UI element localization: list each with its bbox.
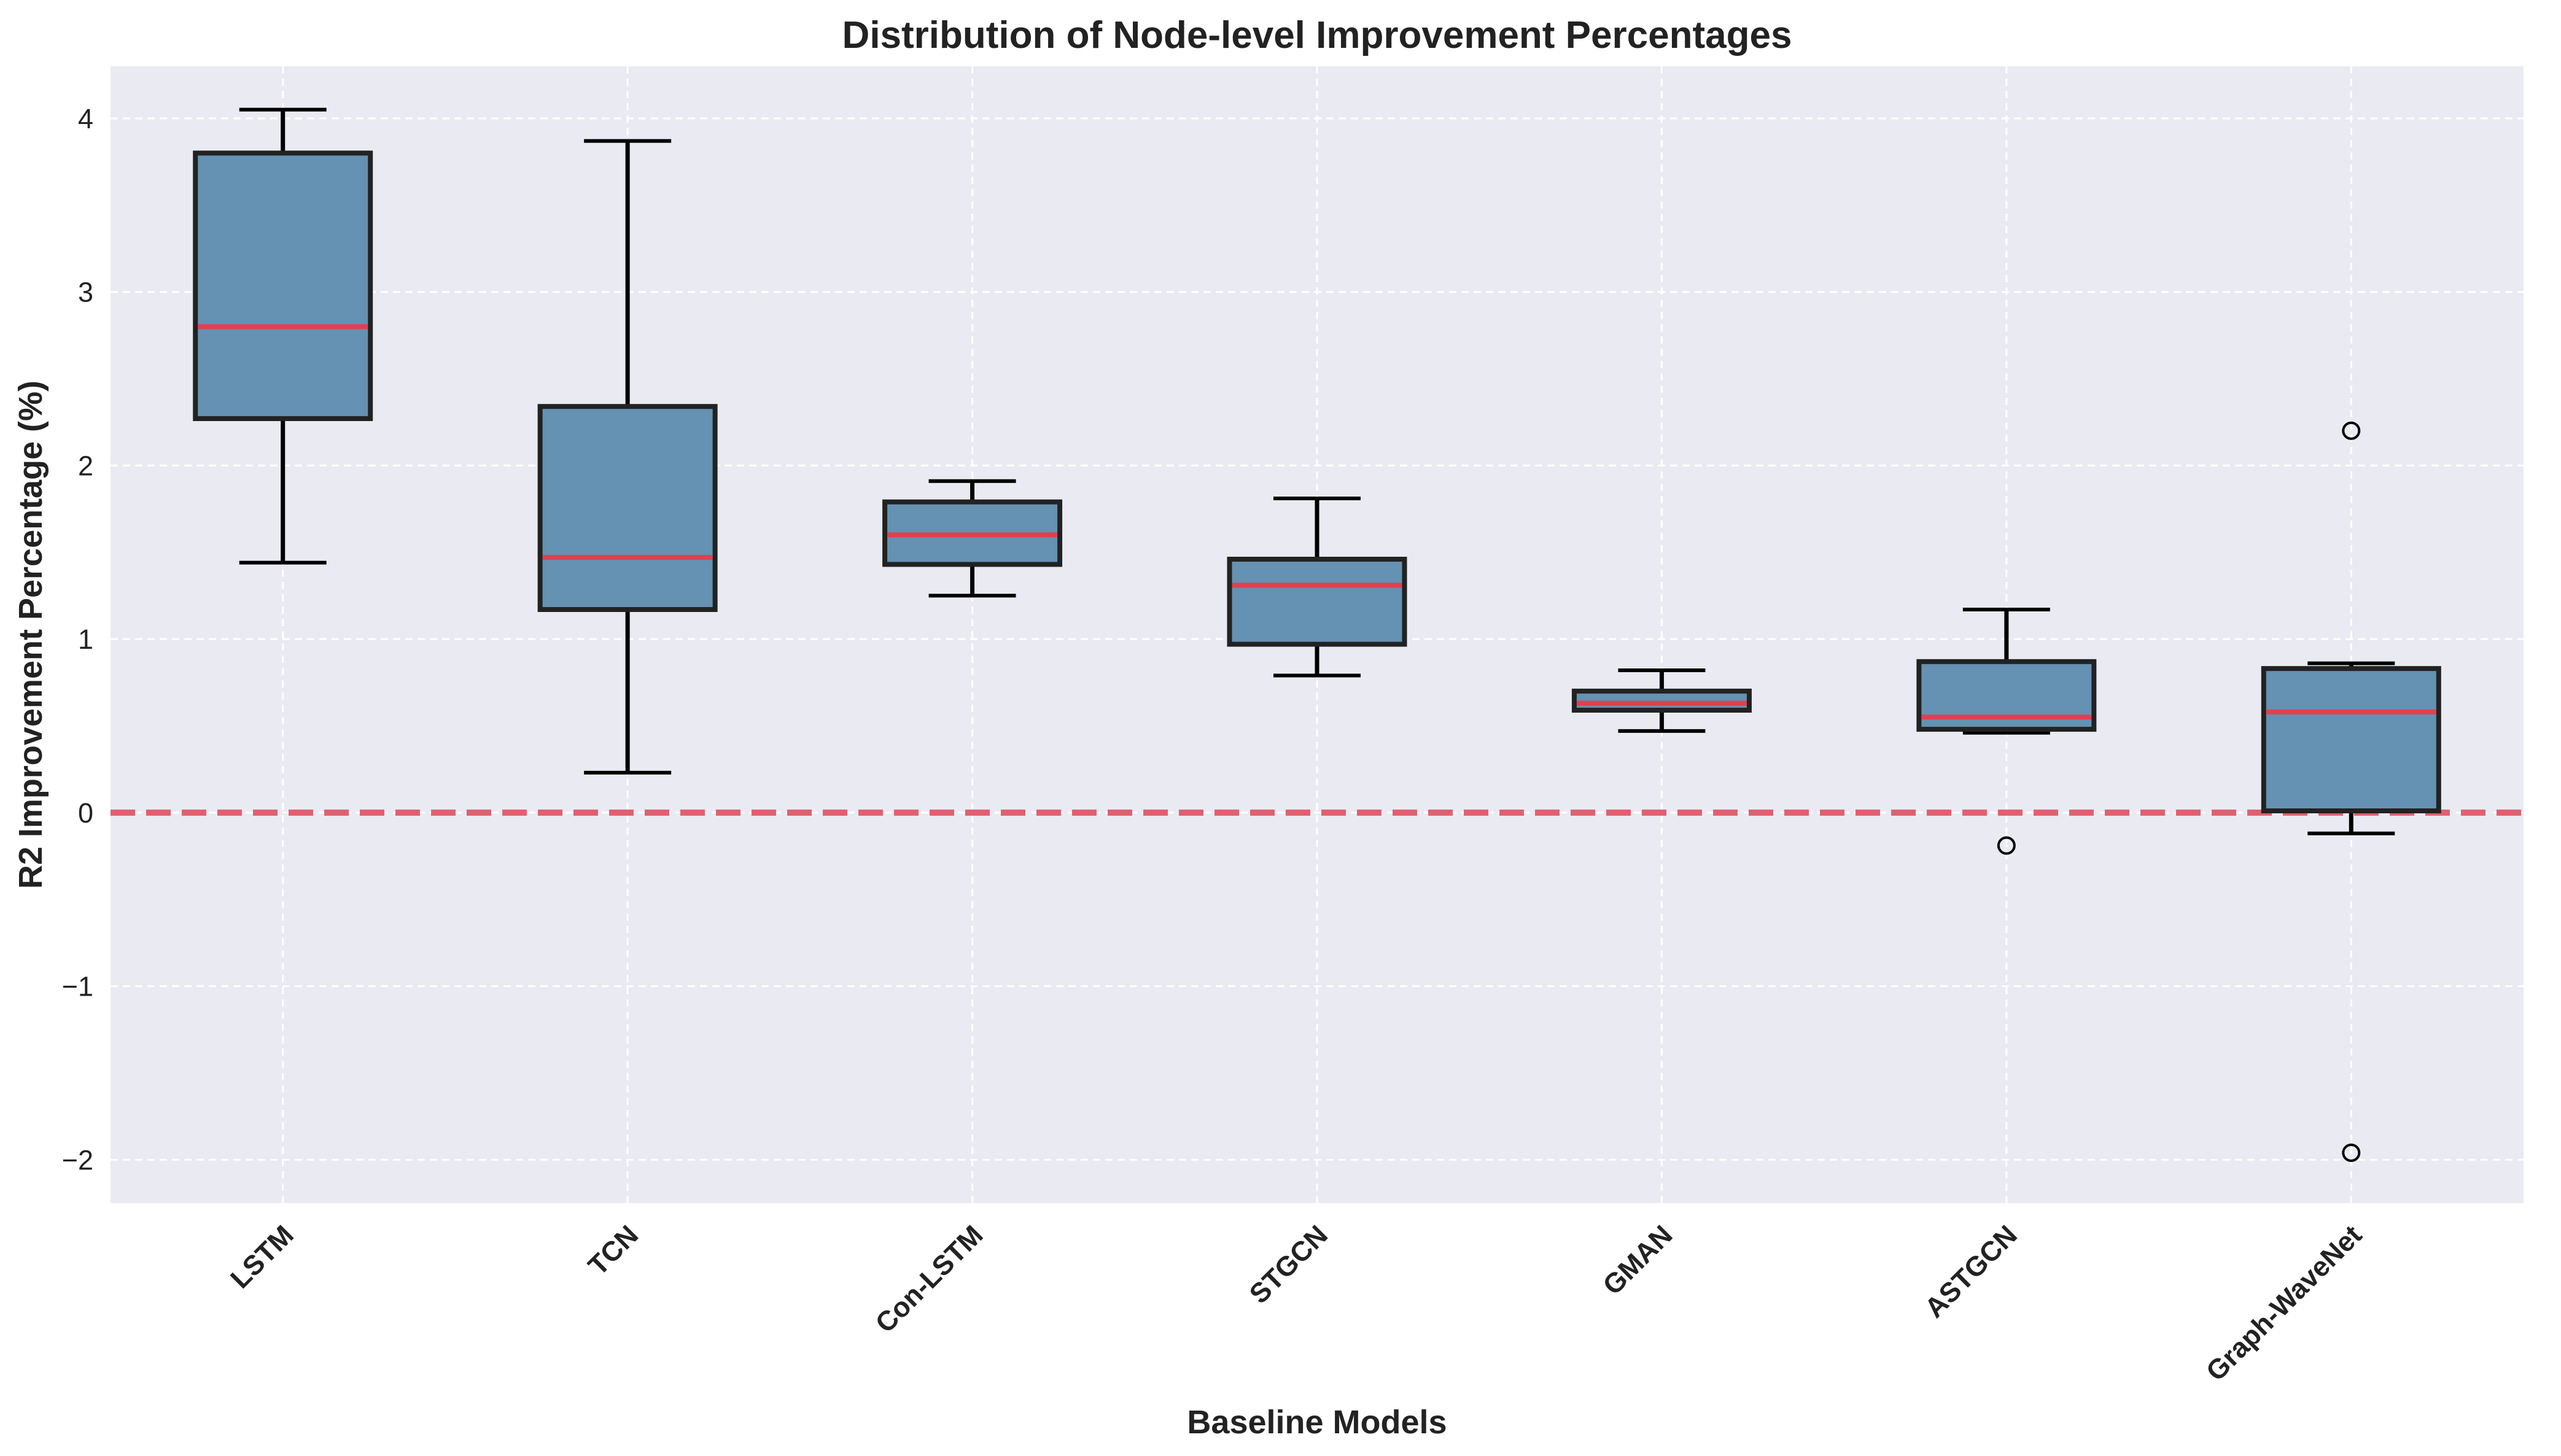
box-gman xyxy=(1571,668,1752,733)
chart-title: Distribution of Node-level Improvement P… xyxy=(842,14,1792,56)
y-tick-label: 3 xyxy=(78,277,93,308)
box-lstm xyxy=(193,107,373,565)
box-graph-wavenet xyxy=(2261,421,2441,1163)
box-body xyxy=(1571,688,1752,713)
y-tick-labels: −2 −1 0 1 2 3 4 xyxy=(62,103,93,1175)
outlier-point xyxy=(1997,836,2016,855)
outlier-point xyxy=(2342,421,2361,440)
box-body xyxy=(193,150,373,421)
y-tick-label: 0 xyxy=(78,797,93,829)
y-tick-label: −1 xyxy=(62,971,93,1002)
boxes xyxy=(193,107,2441,1163)
y-tick-label: −2 xyxy=(62,1144,93,1175)
y-axis-title: R2 Improvement Percentage (%) xyxy=(12,381,49,889)
box-body xyxy=(2261,666,2441,813)
x-axis-title: Baseline Models xyxy=(1187,1404,1447,1441)
box-stgcn xyxy=(1227,497,1407,678)
box-astgcn xyxy=(1916,608,2097,855)
outlier-point xyxy=(2342,1144,2361,1163)
y-tick-label: 1 xyxy=(78,624,93,655)
box-tcn xyxy=(537,139,718,775)
box-body xyxy=(537,404,718,613)
y-tick-label: 4 xyxy=(78,103,93,134)
box-con-lstm xyxy=(882,479,1063,598)
box-body xyxy=(1227,557,1407,647)
y-tick-label: 2 xyxy=(78,450,93,481)
